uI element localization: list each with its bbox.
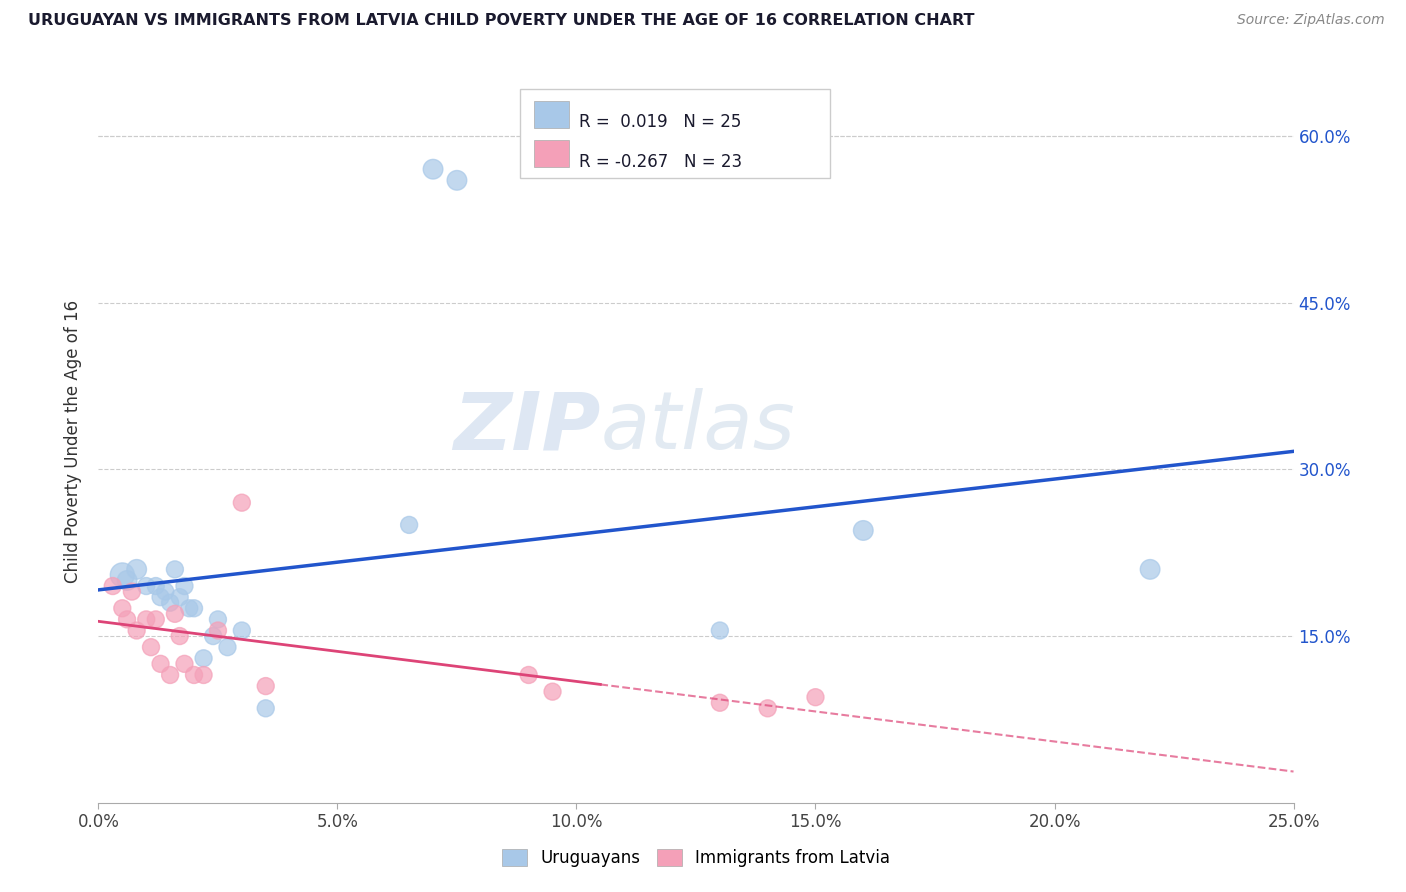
Point <box>101 579 124 593</box>
Y-axis label: Child Poverty Under the Age of 16: Child Poverty Under the Age of 16 <box>65 300 83 583</box>
Point <box>111 568 134 582</box>
Point <box>121 584 143 599</box>
Point <box>111 601 134 615</box>
Point <box>159 668 181 682</box>
Point <box>709 696 731 710</box>
Point <box>183 668 205 682</box>
Point <box>756 701 779 715</box>
Point <box>145 579 167 593</box>
Point <box>231 624 253 638</box>
Point <box>179 601 201 615</box>
Point <box>852 524 875 538</box>
Point <box>193 668 215 682</box>
Point <box>207 624 229 638</box>
Point <box>804 690 827 705</box>
Point <box>169 590 191 604</box>
Point <box>163 562 186 576</box>
Point <box>254 701 277 715</box>
Point <box>173 579 195 593</box>
Text: R = -0.267   N = 23: R = -0.267 N = 23 <box>579 153 742 171</box>
Point <box>1139 562 1161 576</box>
Point <box>193 651 215 665</box>
Point <box>149 590 172 604</box>
Point <box>446 173 468 187</box>
Point <box>709 624 731 638</box>
Point <box>155 584 177 599</box>
Point <box>254 679 277 693</box>
Point <box>231 496 253 510</box>
Point <box>149 657 172 671</box>
Text: R =  0.019   N = 25: R = 0.019 N = 25 <box>579 113 741 131</box>
Point <box>173 657 195 671</box>
Text: ZIP: ZIP <box>453 388 600 467</box>
Point <box>202 629 225 643</box>
Point <box>159 596 181 610</box>
Point <box>115 612 138 626</box>
Point <box>125 624 148 638</box>
Point <box>422 162 444 177</box>
Legend: Uruguayans, Immigrants from Latvia: Uruguayans, Immigrants from Latvia <box>495 842 897 874</box>
Point <box>115 574 138 588</box>
Point <box>135 612 157 626</box>
Text: URUGUAYAN VS IMMIGRANTS FROM LATVIA CHILD POVERTY UNDER THE AGE OF 16 CORRELATIO: URUGUAYAN VS IMMIGRANTS FROM LATVIA CHIL… <box>28 13 974 29</box>
Text: Source: ZipAtlas.com: Source: ZipAtlas.com <box>1237 13 1385 28</box>
Point <box>207 612 229 626</box>
Point <box>163 607 186 621</box>
Point <box>183 601 205 615</box>
Text: atlas: atlas <box>600 388 796 467</box>
Point <box>145 612 167 626</box>
Point <box>139 640 162 655</box>
Point <box>398 517 420 532</box>
Point <box>169 629 191 643</box>
Point <box>517 668 540 682</box>
Point <box>135 579 157 593</box>
Point <box>125 562 148 576</box>
Point <box>217 640 239 655</box>
Point <box>541 684 564 698</box>
